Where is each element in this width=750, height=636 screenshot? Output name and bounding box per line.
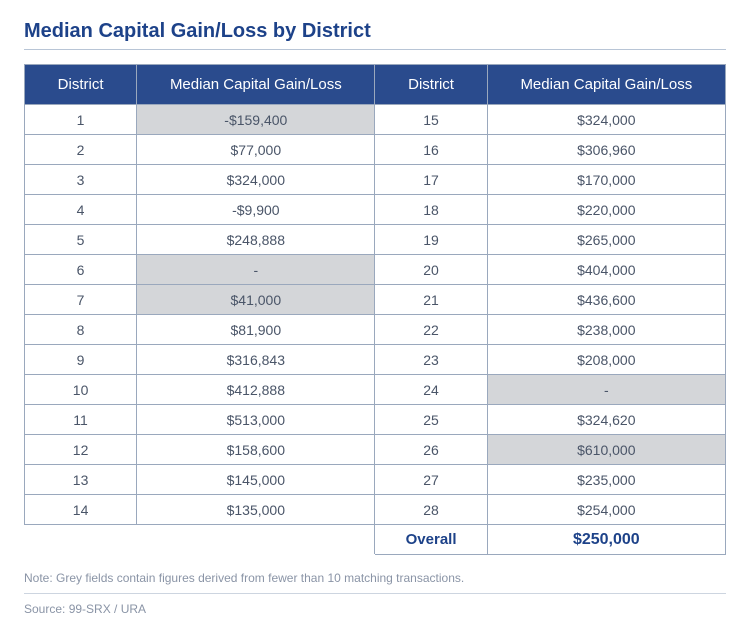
table-row: 14$135,00028$254,000 xyxy=(25,495,726,525)
gain-loss-table: District Median Capital Gain/Loss Distri… xyxy=(24,64,726,555)
district-cell: 20 xyxy=(375,255,487,285)
district-cell: 17 xyxy=(375,165,487,195)
value-cell: $41,000 xyxy=(137,285,375,315)
district-cell: 22 xyxy=(375,315,487,345)
table-row: 11$513,00025$324,620 xyxy=(25,405,726,435)
value-cell: $238,000 xyxy=(487,315,725,345)
col-district-right: District xyxy=(375,65,487,105)
district-cell: 7 xyxy=(25,285,137,315)
table-body: 1-$159,40015$324,0002$77,00016$306,9603$… xyxy=(25,105,726,555)
district-cell: 4 xyxy=(25,195,137,225)
district-cell: 16 xyxy=(375,135,487,165)
district-cell: 18 xyxy=(375,195,487,225)
value-cell: $254,000 xyxy=(487,495,725,525)
value-cell: $324,000 xyxy=(137,165,375,195)
col-value-left: Median Capital Gain/Loss xyxy=(137,65,375,105)
district-cell: 14 xyxy=(25,495,137,525)
page-title: Median Capital Gain/Loss by District xyxy=(24,20,726,43)
table-row: 2$77,00016$306,960 xyxy=(25,135,726,165)
value-cell: $145,000 xyxy=(137,465,375,495)
table-row: 13$145,00027$235,000 xyxy=(25,465,726,495)
table-row: 7$41,00021$436,600 xyxy=(25,285,726,315)
district-cell: 19 xyxy=(375,225,487,255)
district-cell: 24 xyxy=(375,375,487,405)
overall-row: Overall$250,000 xyxy=(25,525,726,555)
district-cell: 21 xyxy=(375,285,487,315)
district-cell: 13 xyxy=(25,465,137,495)
table-row: 9$316,84323$208,000 xyxy=(25,345,726,375)
value-cell: $208,000 xyxy=(487,345,725,375)
table-row: 4-$9,90018$220,000 xyxy=(25,195,726,225)
source-line: Source: 99-SRX / URA xyxy=(24,602,726,616)
value-cell: $77,000 xyxy=(137,135,375,165)
col-district-left: District xyxy=(25,65,137,105)
value-cell: $248,888 xyxy=(137,225,375,255)
table-row: 12$158,60026$610,000 xyxy=(25,435,726,465)
district-cell: 27 xyxy=(375,465,487,495)
value-cell: $170,000 xyxy=(487,165,725,195)
value-cell: $412,888 xyxy=(137,375,375,405)
value-cell: -$9,900 xyxy=(137,195,375,225)
table-row: 10$412,88824- xyxy=(25,375,726,405)
value-cell: $324,620 xyxy=(487,405,725,435)
district-cell: 6 xyxy=(25,255,137,285)
district-cell: 25 xyxy=(375,405,487,435)
district-cell: 3 xyxy=(25,165,137,195)
district-cell: 28 xyxy=(375,495,487,525)
district-cell: 2 xyxy=(25,135,137,165)
overall-value: $250,000 xyxy=(487,525,725,555)
district-cell: 23 xyxy=(375,345,487,375)
value-cell: $135,000 xyxy=(137,495,375,525)
district-cell: 12 xyxy=(25,435,137,465)
value-cell: $513,000 xyxy=(137,405,375,435)
value-cell: - xyxy=(487,375,725,405)
value-cell: $436,600 xyxy=(487,285,725,315)
value-cell: $235,000 xyxy=(487,465,725,495)
district-cell: 1 xyxy=(25,105,137,135)
district-cell: 15 xyxy=(375,105,487,135)
value-cell: -$159,400 xyxy=(137,105,375,135)
value-cell: - xyxy=(137,255,375,285)
district-cell: 8 xyxy=(25,315,137,345)
footnote-rule xyxy=(24,593,726,594)
table-header-row: District Median Capital Gain/Loss Distri… xyxy=(25,65,726,105)
value-cell: $610,000 xyxy=(487,435,725,465)
table-row: 6-20$404,000 xyxy=(25,255,726,285)
table-row: 1-$159,40015$324,000 xyxy=(25,105,726,135)
district-cell: 11 xyxy=(25,405,137,435)
district-cell: 5 xyxy=(25,225,137,255)
title-rule xyxy=(24,49,726,50)
col-value-right: Median Capital Gain/Loss xyxy=(487,65,725,105)
value-cell: $220,000 xyxy=(487,195,725,225)
table-row: 3$324,00017$170,000 xyxy=(25,165,726,195)
district-cell: 26 xyxy=(375,435,487,465)
value-cell: $158,600 xyxy=(137,435,375,465)
district-cell: 9 xyxy=(25,345,137,375)
table-row: 5$248,88819$265,000 xyxy=(25,225,726,255)
blank-cell xyxy=(25,525,375,555)
value-cell: $306,960 xyxy=(487,135,725,165)
value-cell: $324,000 xyxy=(487,105,725,135)
value-cell: $81,900 xyxy=(137,315,375,345)
table-row: 8$81,90022$238,000 xyxy=(25,315,726,345)
value-cell: $404,000 xyxy=(487,255,725,285)
value-cell: $316,843 xyxy=(137,345,375,375)
overall-label: Overall xyxy=(375,525,487,555)
footnote: Note: Grey fields contain figures derive… xyxy=(24,571,726,585)
district-cell: 10 xyxy=(25,375,137,405)
value-cell: $265,000 xyxy=(487,225,725,255)
